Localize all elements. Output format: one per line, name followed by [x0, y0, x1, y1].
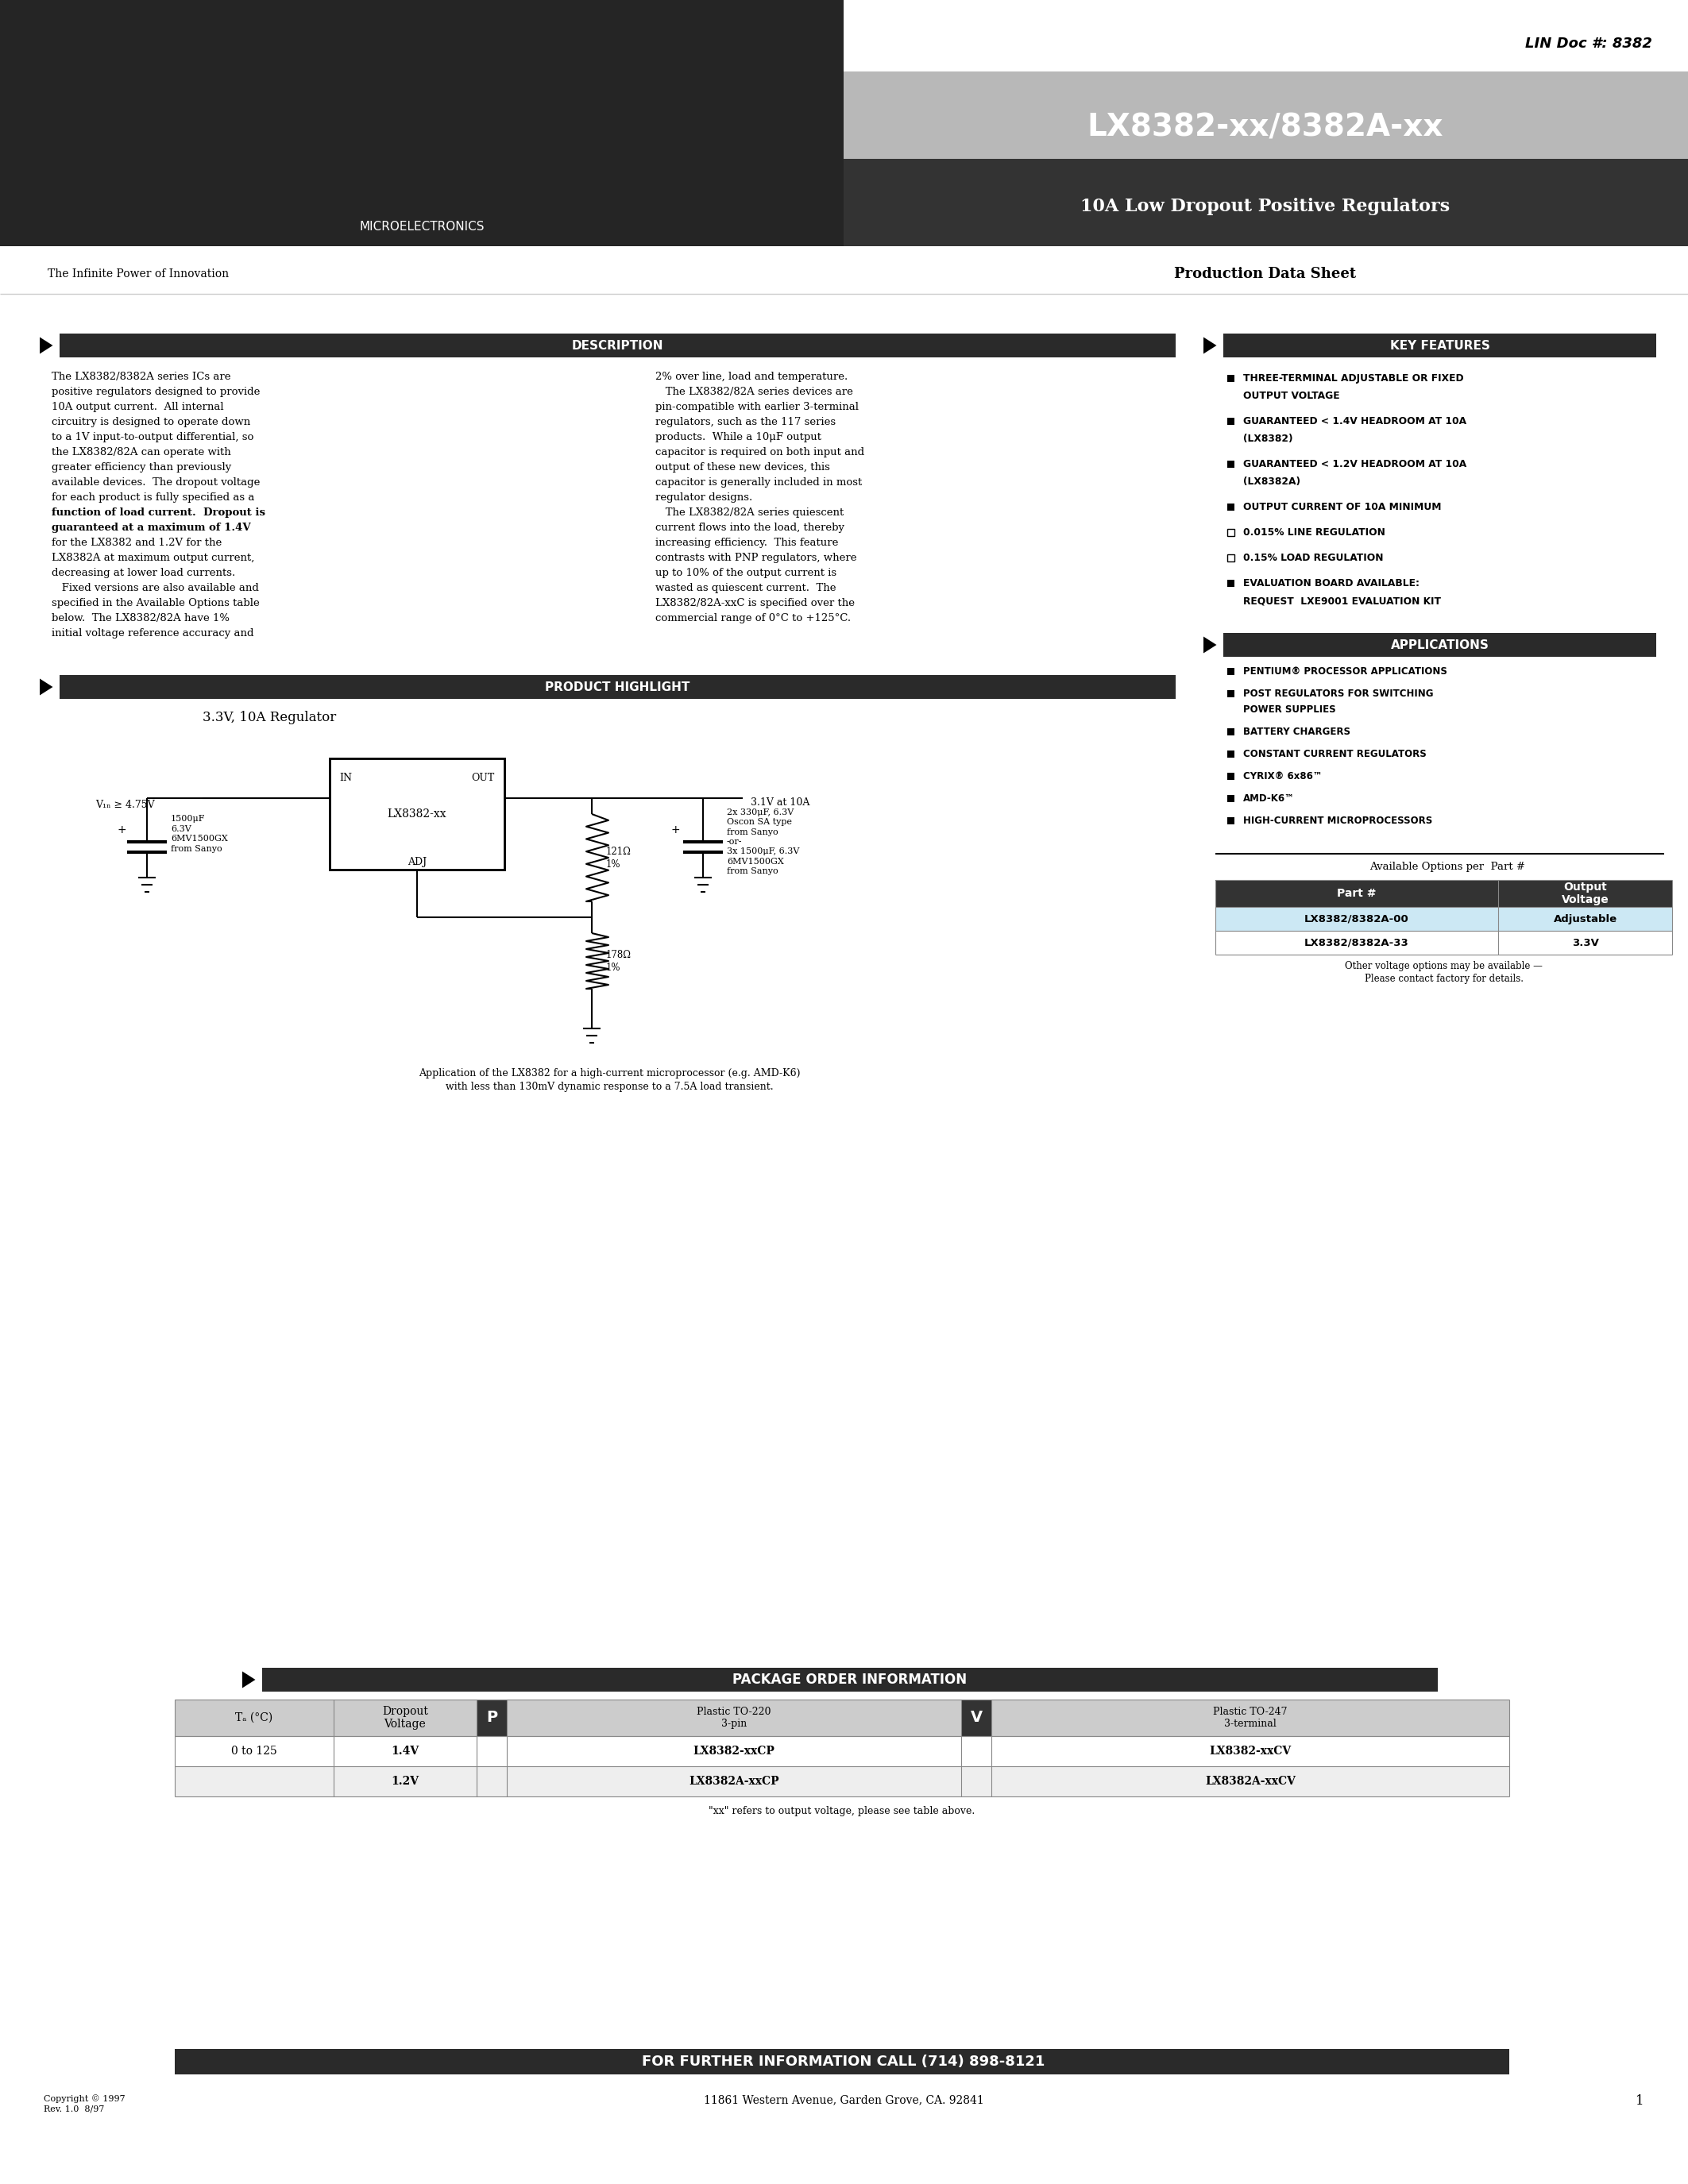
Text: DESCRIPTION: DESCRIPTION: [572, 339, 663, 352]
Text: specified in the Available Options table: specified in the Available Options table: [52, 598, 260, 609]
Text: Part #: Part #: [1337, 889, 1376, 900]
Text: CONSTANT CURRENT REGULATORS: CONSTANT CURRENT REGULATORS: [1242, 749, 1426, 760]
Text: regulators, such as the 117 series: regulators, such as the 117 series: [655, 417, 836, 428]
Polygon shape: [41, 336, 52, 354]
Text: for the LX8382 and 1.2V for the: for the LX8382 and 1.2V for the: [52, 537, 221, 548]
Text: LX8382-xx: LX8382-xx: [388, 808, 447, 819]
Text: 0.015% LINE REGULATION: 0.015% LINE REGULATION: [1242, 526, 1386, 537]
Bar: [1227, 773, 1234, 780]
Text: The LX8382/82A series devices are: The LX8382/82A series devices are: [655, 387, 852, 397]
Text: products.  While a 10μF output: products. While a 10μF output: [655, 432, 822, 443]
Text: MICROELECTRONICS: MICROELECTRONICS: [360, 221, 484, 232]
Bar: [59, 334, 1175, 358]
Text: for each product is fully specified as a: for each product is fully specified as a: [52, 491, 255, 502]
Bar: [1215, 930, 1499, 954]
Text: "xx" refers to output voltage, please see table above.: "xx" refers to output voltage, please se…: [709, 1806, 976, 1817]
Text: IN: IN: [339, 773, 351, 784]
Text: 10A output current.  All internal: 10A output current. All internal: [52, 402, 225, 413]
Text: 1500μF
6.3V
6MV1500GX
from Sanyo: 1500μF 6.3V 6MV1500GX from Sanyo: [170, 815, 228, 852]
Bar: [1227, 668, 1234, 675]
Text: (LX8382): (LX8382): [1242, 435, 1293, 443]
Text: V₁ₙ ≥ 4.75V: V₁ₙ ≥ 4.75V: [95, 799, 155, 810]
Text: P: P: [486, 1710, 498, 1725]
Bar: [1499, 930, 1673, 954]
Text: LX8382/8382A-33: LX8382/8382A-33: [1305, 937, 1409, 948]
Text: 121Ω
1%: 121Ω 1%: [606, 845, 631, 869]
Text: ADJ: ADJ: [407, 856, 427, 867]
Text: 1: 1: [1636, 2094, 1644, 2108]
Bar: [1227, 749, 1234, 758]
Bar: [1224, 633, 1656, 657]
Polygon shape: [41, 679, 52, 695]
Bar: [1227, 795, 1234, 802]
Bar: [1499, 880, 1673, 906]
Text: Copyright © 1997
Rev. 1.0  8/97: Copyright © 1997 Rev. 1.0 8/97: [44, 2094, 125, 2112]
Bar: [1215, 906, 1499, 930]
Text: Application of the LX8382 for a high-current microprocessor (e.g. AMD-K6)
with l: Application of the LX8382 for a high-cur…: [419, 1068, 800, 1092]
Text: 0 to 125: 0 to 125: [231, 1745, 277, 1756]
Text: The LX8382/8382A series ICs are: The LX8382/8382A series ICs are: [52, 371, 231, 382]
Text: LX8382-xxCP: LX8382-xxCP: [694, 1745, 775, 1756]
Text: Other voltage options may be available —
Please contact factory for details.: Other voltage options may be available —…: [1345, 961, 1543, 985]
Text: greater efficiency than previously: greater efficiency than previously: [52, 463, 231, 472]
Text: OUTPUT VOLTAGE: OUTPUT VOLTAGE: [1242, 391, 1340, 402]
Text: current flows into the load, thereby: current flows into the load, thereby: [655, 522, 844, 533]
Text: Plastic TO-247
3-terminal: Plastic TO-247 3-terminal: [1214, 1706, 1288, 1730]
Bar: [1499, 906, 1673, 930]
Text: POST REGULATORS FOR SWITCHING: POST REGULATORS FOR SWITCHING: [1242, 688, 1433, 699]
Text: GUARANTEED < 1.2V HEADROOM AT 10A: GUARANTEED < 1.2V HEADROOM AT 10A: [1242, 459, 1467, 470]
Text: THREE-TERMINAL ADJUSTABLE OR FIXED: THREE-TERMINAL ADJUSTABLE OR FIXED: [1242, 373, 1463, 384]
Bar: [844, 0, 1688, 72]
Text: PENTIUM® PROCESSOR APPLICATIONS: PENTIUM® PROCESSOR APPLICATIONS: [1242, 666, 1447, 677]
Bar: [1224, 334, 1656, 358]
Text: OUTPUT CURRENT OF 10A MINIMUM: OUTPUT CURRENT OF 10A MINIMUM: [1242, 502, 1442, 513]
Text: 10A Low Dropout Positive Regulators: 10A Low Dropout Positive Regulators: [1080, 199, 1450, 216]
Text: FOR FURTHER INFORMATION CALL (714) 898-8121: FOR FURTHER INFORMATION CALL (714) 898-8…: [641, 2055, 1045, 2068]
Text: contrasts with PNP regulators, where: contrasts with PNP regulators, where: [655, 553, 858, 563]
Bar: [176, 2049, 1509, 2075]
Bar: [1215, 880, 1499, 906]
Bar: [59, 675, 1175, 699]
Bar: [334, 1699, 476, 1736]
Text: to a 1V input-to-output differential, so: to a 1V input-to-output differential, so: [52, 432, 253, 443]
Bar: [1227, 727, 1234, 736]
Text: pin-compatible with earlier 3-terminal: pin-compatible with earlier 3-terminal: [655, 402, 859, 413]
Bar: [1227, 690, 1234, 697]
Text: +: +: [670, 823, 680, 836]
Text: increasing efficiency.  This feature: increasing efficiency. This feature: [655, 537, 839, 548]
Text: V: V: [971, 1710, 982, 1725]
Text: LX8382/82A-xxC is specified over the: LX8382/82A-xxC is specified over the: [655, 598, 854, 609]
Text: function of load current.  Dropout is: function of load current. Dropout is: [52, 507, 265, 518]
Text: (LX8382A): (LX8382A): [1242, 476, 1300, 487]
Bar: [506, 1699, 960, 1736]
Bar: [329, 758, 505, 869]
Text: The Infinite Power of Innovation: The Infinite Power of Innovation: [47, 269, 230, 280]
Polygon shape: [1204, 336, 1217, 354]
Text: guaranteed at a maximum of 1.4V: guaranteed at a maximum of 1.4V: [52, 522, 252, 533]
Bar: [0, 0, 844, 247]
Bar: [329, 758, 505, 869]
Text: POWER SUPPLIES: POWER SUPPLIES: [1242, 705, 1335, 714]
Polygon shape: [1204, 636, 1217, 653]
Text: LIN Doc #: 8382: LIN Doc #: 8382: [1526, 37, 1653, 50]
Text: 3.3V, 10A Regulator: 3.3V, 10A Regulator: [203, 710, 336, 725]
Bar: [844, 72, 1688, 194]
Text: APPLICATIONS: APPLICATIONS: [1391, 640, 1489, 651]
Text: Fixed versions are also available and: Fixed versions are also available and: [52, 583, 258, 594]
Text: REQUEST  LXE9001 EVALUATION KIT: REQUEST LXE9001 EVALUATION KIT: [1242, 596, 1442, 605]
Text: LX8382A at maximum output current,: LX8382A at maximum output current,: [52, 553, 255, 563]
Text: KEY FEATURES: KEY FEATURES: [1389, 339, 1491, 352]
Text: 1.2V: 1.2V: [392, 1776, 419, 1787]
Text: 3.1V at 10A: 3.1V at 10A: [751, 797, 810, 808]
Text: below.  The LX8382/82A have 1%: below. The LX8382/82A have 1%: [52, 614, 230, 622]
Text: The LX8382/82A series quiescent: The LX8382/82A series quiescent: [655, 507, 844, 518]
Text: up to 10% of the output current is: up to 10% of the output current is: [655, 568, 837, 579]
Text: initial voltage reference accuracy and: initial voltage reference accuracy and: [52, 629, 253, 638]
Text: Production Data Sheet: Production Data Sheet: [1175, 266, 1357, 282]
Bar: [844, 159, 1688, 247]
Bar: [1227, 579, 1234, 587]
Text: LX8382A-xxCP: LX8382A-xxCP: [689, 1776, 780, 1787]
Text: 3.3V: 3.3V: [1572, 937, 1599, 948]
Text: 1.4V: 1.4V: [392, 1745, 419, 1756]
Text: available devices.  The dropout voltage: available devices. The dropout voltage: [52, 478, 260, 487]
